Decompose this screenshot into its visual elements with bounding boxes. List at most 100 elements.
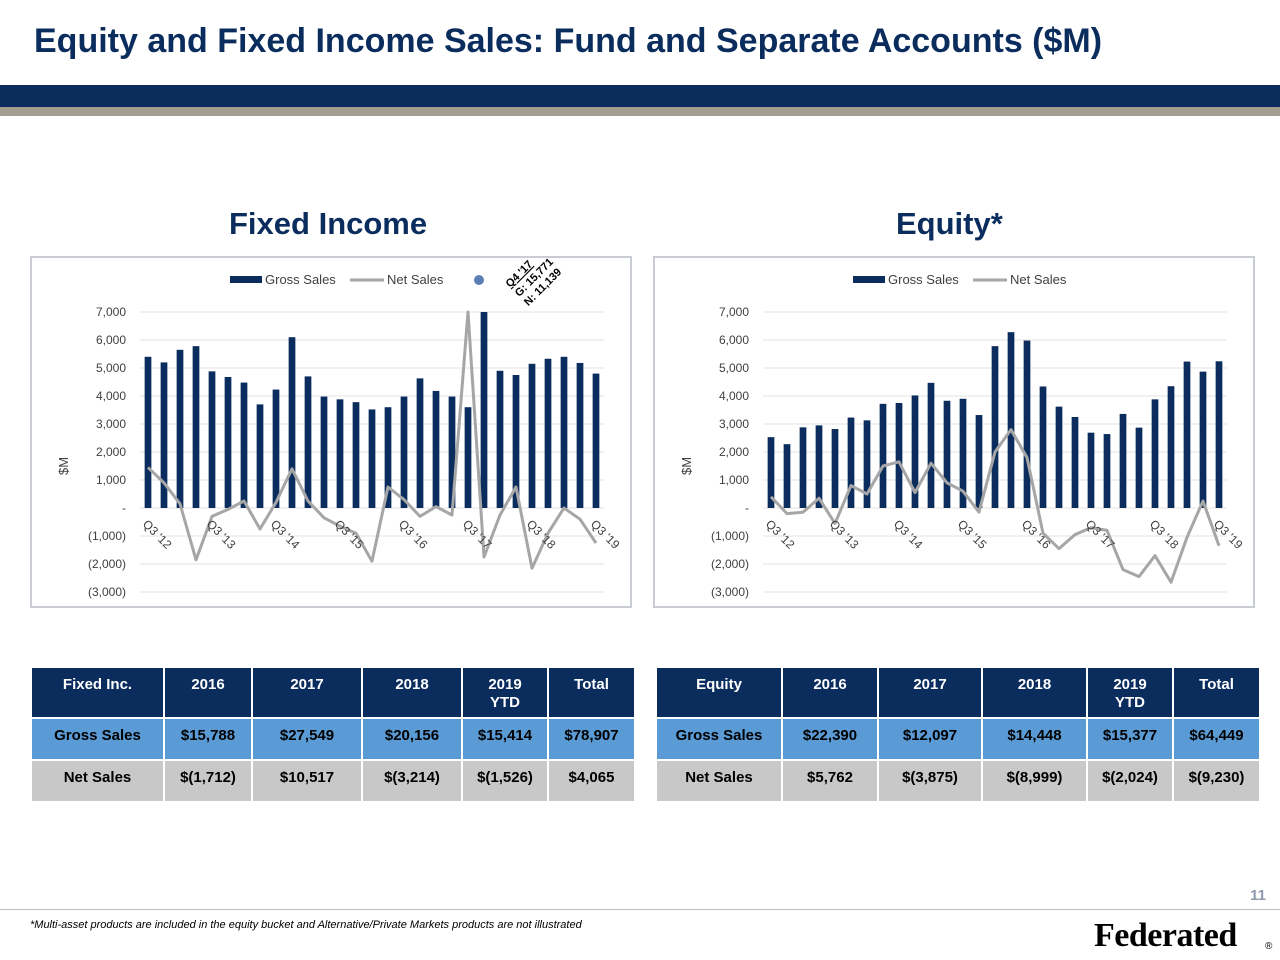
gross-sales-bar bbox=[1055, 406, 1063, 508]
gross-sales-bar bbox=[240, 382, 248, 508]
footnote: *Multi-asset products are included in th… bbox=[30, 919, 582, 931]
gross-sales-bar bbox=[1119, 413, 1127, 508]
y-tick-label: 4,000 bbox=[96, 389, 126, 403]
gross-sales-bar bbox=[911, 395, 919, 508]
gross-sales-bar bbox=[176, 349, 184, 508]
y-tick-label: 6,000 bbox=[96, 333, 126, 347]
net-sales-row: Net Sales $(1,712) $10,517 $(3,214) $(1,… bbox=[30, 759, 636, 803]
table-cell: $10,517 bbox=[251, 759, 363, 803]
y-tick-label: (2,000) bbox=[88, 557, 126, 571]
equity-chart: 7,000 6,000 5,000 4,000 3,000 2,000 1,000 - (1,0… bbox=[653, 256, 1255, 608]
legend-gross-swatch bbox=[853, 276, 885, 283]
gross-sales-bar bbox=[528, 363, 536, 508]
table-cell: $(3,214) bbox=[361, 759, 463, 803]
y-tick-label: 6,000 bbox=[719, 333, 749, 347]
table-cell: Gross Sales bbox=[30, 717, 165, 761]
gross-sales-bar bbox=[1071, 417, 1079, 508]
federated-logo: Federated bbox=[1094, 917, 1237, 954]
y-tick-label: 5,000 bbox=[719, 361, 749, 375]
net-sales-line bbox=[146, 310, 598, 570]
y-axis-label: $M bbox=[679, 457, 694, 475]
table-cell: Net Sales bbox=[655, 759, 783, 803]
gross-sales-bar bbox=[320, 396, 328, 508]
gross-sales-bar bbox=[480, 312, 488, 508]
y-tick-label: 5,000 bbox=[96, 361, 126, 375]
y-tick-label: 3,000 bbox=[96, 417, 126, 431]
gross-sales-bar bbox=[1103, 434, 1111, 508]
x-tick-label: Q3 '13 bbox=[827, 517, 862, 552]
gross-sales-bar bbox=[496, 370, 504, 508]
table-cell: $(1,526) bbox=[461, 759, 549, 803]
fixed-income-chart: 7,000 6,000 5,000 4,000 3,000 2,000 1,000 - (1,0… bbox=[30, 256, 632, 608]
gross-sales-bar bbox=[799, 427, 807, 508]
table-cell: $12,097 bbox=[877, 717, 983, 761]
gross-sales-bar bbox=[1215, 361, 1223, 508]
gross-sales-bar bbox=[1007, 332, 1015, 508]
table-cell: $64,449 bbox=[1172, 717, 1261, 761]
gross-sales-bar bbox=[831, 429, 839, 508]
gross-sales-bar bbox=[160, 362, 168, 508]
table-cell: Gross Sales bbox=[655, 717, 783, 761]
legend-gross-swatch bbox=[230, 276, 262, 283]
y-tick-label: (3,000) bbox=[711, 585, 749, 599]
gross-sales-bar bbox=[991, 346, 999, 508]
registered-mark: ® bbox=[1265, 941, 1273, 952]
table-header-row: Equity 2016 2017 2018 2019 YTD Total bbox=[655, 666, 1261, 719]
table-cell: $27,549 bbox=[251, 717, 363, 761]
y-tick-label: (3,000) bbox=[88, 585, 126, 599]
page-number: 11 bbox=[1250, 887, 1266, 904]
x-tick-label: Q3 '17 bbox=[1083, 517, 1118, 552]
gross-sales-bar bbox=[416, 378, 424, 508]
gross-sales-bar bbox=[304, 376, 312, 508]
gross-sales-bar bbox=[1183, 361, 1191, 508]
x-tick-label: Q3 '19 bbox=[588, 517, 623, 552]
table-cell: $(2,024) bbox=[1086, 759, 1174, 803]
gross-sales-bar bbox=[336, 399, 344, 508]
gross-sales-bar bbox=[1151, 399, 1159, 508]
gross-sales-bar bbox=[544, 358, 552, 508]
fixed-income-table: Fixed Inc. 2016 2017 2018 2019 YTD Total… bbox=[30, 666, 636, 803]
table-cell: $15,788 bbox=[163, 717, 253, 761]
gross-sales-bar bbox=[592, 373, 600, 508]
y-tick-label: 2,000 bbox=[96, 445, 126, 459]
y-tick-label: (1,000) bbox=[711, 529, 749, 543]
y-tick-label: - bbox=[745, 501, 749, 515]
table-header-cell: Total bbox=[547, 666, 636, 719]
gross-sales-bar bbox=[288, 337, 296, 508]
gross-sales-bar bbox=[400, 396, 408, 508]
table-cell: $14,448 bbox=[981, 717, 1088, 761]
legend-net-label: Net Sales bbox=[387, 272, 444, 287]
gross-sales-row: Gross Sales $15,788 $27,549 $20,156 $15,… bbox=[30, 717, 636, 761]
equity-title: Equity* bbox=[896, 206, 1003, 241]
x-tick-label: Q3 '16 bbox=[1019, 517, 1054, 552]
table-cell: $15,414 bbox=[461, 717, 549, 761]
table-header-cell: 2019 YTD bbox=[461, 666, 549, 719]
gross-sales-bar bbox=[256, 404, 264, 508]
slide-title: Equity and Fixed Income Sales: Fund and … bbox=[34, 22, 1103, 60]
gross-sales-bar bbox=[959, 398, 967, 508]
table-header-cell: 2018 bbox=[361, 666, 463, 719]
gross-sales-bar bbox=[192, 346, 200, 508]
y-tick-label: 4,000 bbox=[719, 389, 749, 403]
table-cell: $(3,875) bbox=[877, 759, 983, 803]
y-tick-label: 1,000 bbox=[96, 473, 126, 487]
gross-sales-bar bbox=[576, 362, 584, 508]
y-tick-label: (1,000) bbox=[88, 529, 126, 543]
gross-sales-bar bbox=[464, 407, 472, 508]
gross-sales-bar bbox=[879, 403, 887, 508]
gross-sales-bar bbox=[224, 376, 232, 508]
gross-sales-bar bbox=[272, 389, 280, 508]
gross-sales-bar bbox=[783, 444, 791, 508]
x-tick-label: Q3 '15 bbox=[955, 517, 990, 552]
x-tick-label: Q3 '12 bbox=[140, 517, 175, 552]
y-tick-label: - bbox=[122, 501, 126, 515]
table-header-cell: 2019 YTD bbox=[1086, 666, 1174, 719]
table-cell: $15,377 bbox=[1086, 717, 1174, 761]
gross-sales-bar bbox=[1023, 340, 1031, 508]
gross-sales-bar bbox=[767, 437, 775, 508]
gross-sales-bar bbox=[1039, 386, 1047, 508]
table-header-cell: Equity bbox=[655, 666, 783, 719]
y-axis-label: $M bbox=[56, 457, 71, 475]
table-header-cell: 2018 bbox=[981, 666, 1088, 719]
